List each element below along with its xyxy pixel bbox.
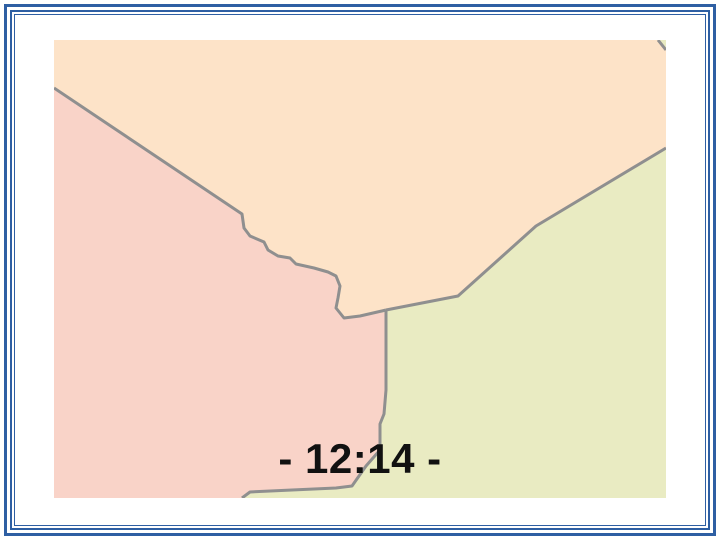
border-lines [54, 40, 666, 498]
map-svg [54, 40, 666, 498]
map-view [54, 40, 666, 498]
border-north-east [385, 146, 666, 312]
inner-frame-line [14, 14, 706, 526]
border-west-east [241, 310, 388, 498]
inner-frame [10, 10, 710, 530]
time-caption: - 12:14 - [278, 435, 442, 482]
region-west [54, 88, 386, 498]
border-top-corner [656, 40, 666, 51]
outer-frame [4, 4, 716, 536]
border-north-west [54, 86, 387, 320]
region-north [54, 40, 666, 318]
